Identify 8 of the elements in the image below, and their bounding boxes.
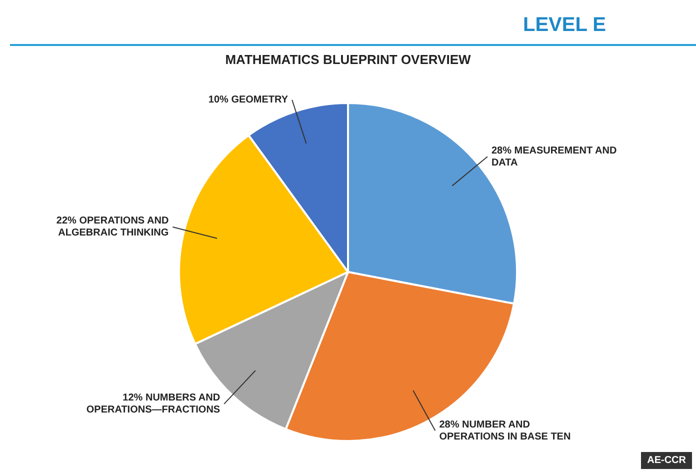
slice-label: 12% NUMBERS AND OPERATIONS—FRACTIONS (86, 392, 220, 416)
slice-label: 22% OPERATIONS AND ALGEBRAIC THINKING (56, 216, 169, 239)
slice-label: 28% MEASUREMENT AND DATA (491, 145, 617, 168)
slice-label: 10% GEOMETRY (208, 94, 288, 106)
chart-subtitle: LEVEL E (523, 14, 606, 37)
chart-title: MATHEMATICS BLUEPRINT OVERVIEW (224, 52, 472, 67)
text: AE-CCR (641, 452, 692, 469)
slice-label: 28% NUMBER AND OPERATIONS IN BASE TEN (439, 419, 571, 442)
